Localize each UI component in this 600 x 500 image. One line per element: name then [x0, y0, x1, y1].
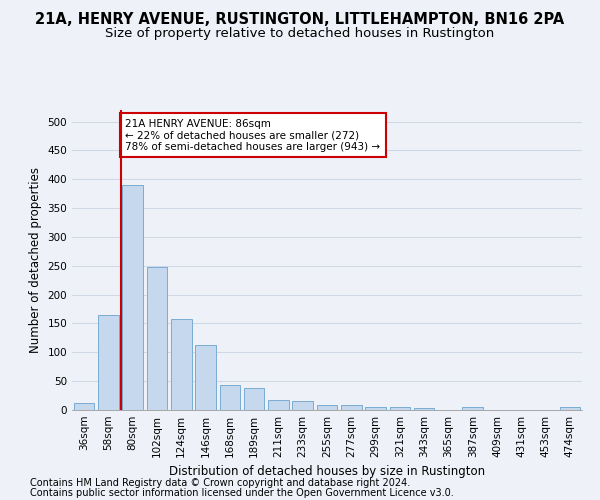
Text: 21A HENRY AVENUE: 86sqm
← 22% of detached houses are smaller (272)
78% of semi-d: 21A HENRY AVENUE: 86sqm ← 22% of detache… [125, 118, 380, 152]
Bar [389, 407, 410, 410]
Bar [195, 345, 216, 410]
Bar [268, 400, 289, 410]
Bar [244, 388, 265, 410]
Text: Contains HM Land Registry data © Crown copyright and database right 2024.: Contains HM Land Registry data © Crown c… [30, 478, 410, 488]
Text: Size of property relative to detached houses in Rustington: Size of property relative to detached ho… [106, 28, 494, 40]
Bar [74, 402, 94, 410]
Bar [292, 402, 313, 410]
Bar [560, 407, 580, 410]
Bar [341, 405, 362, 410]
Bar [146, 267, 167, 410]
Text: 21A, HENRY AVENUE, RUSTINGTON, LITTLEHAMPTON, BN16 2PA: 21A, HENRY AVENUE, RUSTINGTON, LITTLEHAM… [35, 12, 565, 28]
Bar [317, 405, 337, 410]
Bar [365, 406, 386, 410]
X-axis label: Distribution of detached houses by size in Rustington: Distribution of detached houses by size … [169, 466, 485, 478]
Bar [414, 408, 434, 410]
Bar [171, 320, 191, 410]
Bar [98, 315, 119, 410]
Bar [463, 407, 483, 410]
Bar [220, 385, 240, 410]
Bar [122, 185, 143, 410]
Text: Contains public sector information licensed under the Open Government Licence v3: Contains public sector information licen… [30, 488, 454, 498]
Y-axis label: Number of detached properties: Number of detached properties [29, 167, 42, 353]
